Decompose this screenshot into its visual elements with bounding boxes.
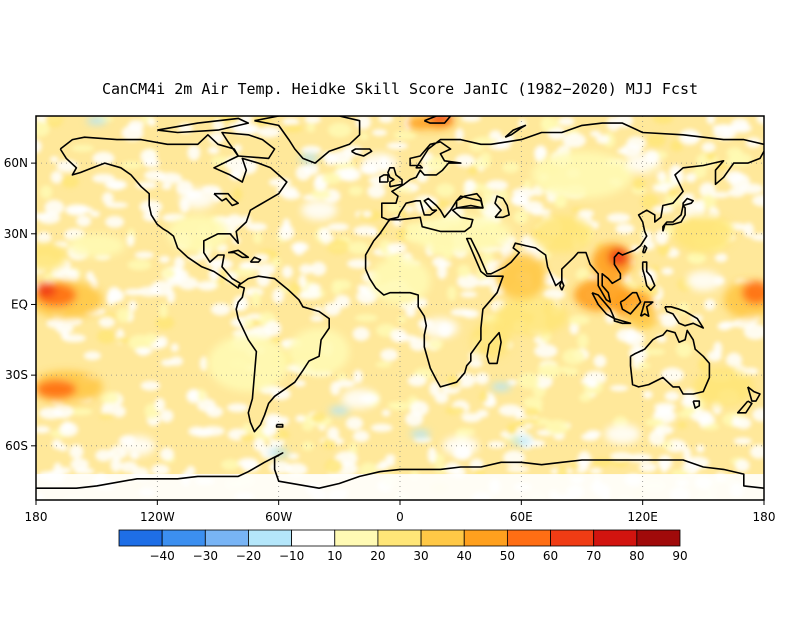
coastline-nz-south [736, 400, 753, 414]
map-gridlines [36, 116, 764, 500]
lat-tick-label: 60N [4, 156, 28, 170]
coastline-java [613, 317, 632, 325]
colorbar-swatch [161, 529, 206, 547]
colorbar-label: 20 [370, 549, 385, 563]
coastline-africa-eurasia [364, 122, 764, 270]
coastlines [36, 116, 764, 489]
coastline-falkland [275, 423, 284, 428]
lon-tick-label: 180 [753, 510, 776, 524]
colorbar-label: −40 [149, 549, 174, 563]
latitude-axis: 60N 30N EQ 30S 60S [4, 156, 36, 453]
lat-tick-label: 60S [5, 439, 28, 453]
coastline-new-guinea [664, 306, 705, 329]
coastline-hokkaido [682, 197, 694, 207]
lon-tick-label: 120E [627, 510, 658, 524]
colorbar-label: 60 [543, 549, 558, 563]
coastline-philippines [641, 261, 656, 292]
coastline-new-zealand [747, 386, 761, 402]
colorbar-label: −30 [193, 549, 218, 563]
colorbar-label: 40 [457, 549, 472, 563]
coastline-svalbard [424, 116, 452, 124]
coastline-hispaniola [249, 256, 262, 263]
colorbar-swatch [506, 529, 551, 547]
coastline-baffin [221, 131, 276, 160]
chart-title: CanCM4i 2m Air Temp. Heidke Skill Score … [102, 80, 698, 98]
coastline-arctic-islands [157, 117, 250, 134]
coastline-caspian [494, 195, 510, 219]
coastline-cuba [227, 249, 250, 259]
lon-tick-label: 0 [396, 510, 404, 524]
colorbar-swatch [118, 529, 163, 547]
colorbar-swatch [463, 529, 508, 547]
colorbar-label: 30 [413, 549, 428, 563]
colorbar-swatch [377, 529, 422, 547]
coastline-antarctica [36, 452, 764, 489]
lon-tick-label: 120W [140, 510, 175, 524]
colorbar-label: −10 [279, 549, 304, 563]
coastline-borneo [619, 291, 642, 315]
map-panel [36, 116, 764, 500]
lat-tick-label: 30N [4, 227, 28, 241]
colorbar-label: 80 [629, 549, 644, 563]
colorbar-swatch [550, 529, 595, 547]
longitude-axis: 180 120W 60W 0 60E 120E 180 [25, 500, 776, 524]
colorbar-swatch [291, 529, 336, 547]
colorbar-label: 10 [327, 549, 342, 563]
coastline-south-america [235, 275, 330, 433]
coastline-great-lakes [213, 192, 239, 207]
colorbar-swatch [204, 529, 249, 547]
lon-tick-label: 60W [265, 510, 292, 524]
coastline-japan [662, 204, 686, 232]
colorbar-swatch [248, 529, 293, 547]
coastline-novaya-zemlya [504, 124, 527, 138]
lat-tick-label: 30S [5, 368, 28, 382]
colorbar-swatch [593, 529, 638, 547]
colorbar-swatch [334, 529, 379, 547]
colorbar-label: 90 [672, 549, 687, 563]
lon-tick-label: 60E [510, 510, 533, 524]
coastline-sulawesi [639, 301, 654, 317]
coastline-greenland [254, 116, 361, 164]
coastline-ireland [379, 174, 389, 183]
skill-field [36, 116, 764, 500]
colorbar-label: 70 [586, 549, 601, 563]
colorbar-label: −20 [236, 549, 261, 563]
coastline-black-sea [455, 195, 484, 209]
coastline-uk [387, 167, 403, 188]
lat-tick-label: EQ [11, 297, 28, 311]
colorbar-swatch [420, 529, 465, 547]
colorbar-swatch [636, 529, 681, 547]
colorbar-label: 50 [500, 549, 515, 563]
coastline-taiwan [641, 244, 648, 254]
coastline-sri-lanka [559, 280, 565, 291]
coastline-australia [629, 329, 711, 395]
coastline-iceland [351, 148, 373, 157]
lon-tick-label: 180 [25, 510, 48, 524]
coastline-madagascar [486, 331, 502, 365]
colorbar: −40 −30 −20 −10 10 20 30 40 50 60 70 80 90 [118, 529, 688, 563]
coastline-tasmania [692, 400, 701, 409]
